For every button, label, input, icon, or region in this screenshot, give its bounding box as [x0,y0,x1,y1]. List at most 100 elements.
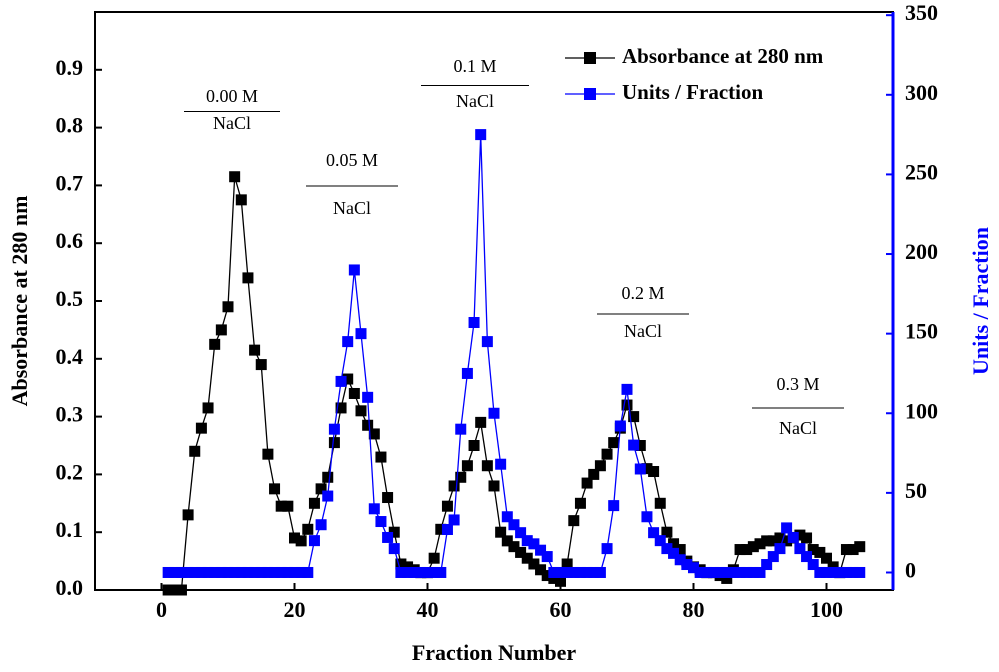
marker [827,561,839,573]
legend-label: Absorbance at 280 nm [622,44,824,68]
marker [767,551,779,563]
marker [488,480,500,492]
marker [754,566,766,578]
marker [209,338,221,350]
marker [302,566,314,578]
marker [215,566,227,578]
marker [774,543,786,555]
marker [282,566,294,578]
marker [415,566,427,578]
marker [734,566,746,578]
marker [215,324,227,336]
marker [461,460,473,472]
marker [295,566,307,578]
marker [541,570,553,582]
marker [342,336,354,348]
marker [382,531,394,543]
marker [461,367,473,379]
y-tick-label: 0.4 [56,344,84,369]
marker [428,566,440,578]
marker [707,566,719,578]
marker [641,511,653,523]
marker [568,515,580,527]
marker [641,463,653,475]
marker [801,532,813,544]
annotation-top: 0.1 M [453,56,496,76]
marker [249,566,261,578]
y-axis-label: Absorbance at 280 nm [7,196,32,407]
series-line [168,134,860,574]
marker [814,546,826,558]
marker [508,541,520,553]
marker [435,523,447,535]
x-tick-label: 40 [417,597,439,622]
marker [255,566,267,578]
marker [422,566,433,578]
marker [242,566,254,578]
marker [688,562,699,574]
marker [375,451,387,463]
marker [555,575,566,587]
marker [275,500,287,512]
marker [475,129,487,141]
marker [594,460,606,472]
marker [555,566,566,578]
marker [568,566,580,578]
marker [608,500,620,512]
marker [847,566,859,578]
marker [355,405,367,417]
marker [701,566,713,578]
x-tick-label: 0 [156,597,167,622]
y-tick-label: 0.5 [56,286,84,311]
annotation-bottom: NaCl [624,321,662,341]
marker [721,572,733,584]
marker [714,566,726,578]
y-tick-label: 0.3 [56,402,84,427]
marker [169,584,181,596]
marker [388,526,400,538]
y-tick-label: 0.9 [56,55,84,80]
y-tick-label: 0.2 [56,459,84,484]
y-tick-label: 0.0 [56,575,84,600]
marker [634,463,646,475]
marker [335,402,347,414]
legend-marker [584,52,596,64]
annotation-bottom: NaCl [213,113,251,133]
marker [541,551,553,563]
legend-label: Units / Fraction [622,80,763,104]
marker [162,566,174,578]
marker [548,566,560,578]
marker [289,566,300,578]
marker [308,497,320,509]
marker [747,541,759,553]
marker [348,264,360,276]
marker [581,477,593,489]
marker [495,526,507,538]
marker [182,509,194,521]
marker [402,566,414,578]
marker [827,566,839,578]
marker [175,566,187,578]
marker [362,419,374,431]
marker [634,440,646,451]
marker [588,566,600,578]
marker [521,535,533,547]
marker [229,566,241,578]
marker [648,466,660,478]
marker [501,511,513,523]
marker [501,535,513,547]
y2-axis-label: Units / Fraction [968,227,993,375]
annotation-bottom: NaCl [456,91,494,111]
marker [574,566,586,578]
marker [468,440,480,451]
marker [787,531,799,543]
marker [475,416,487,428]
annotation-top: 0.2 M [621,283,664,303]
marker [441,500,453,512]
x-tick-label: 20 [284,597,306,622]
marker [847,544,859,556]
marker [289,532,300,544]
x-axis-label: Fraction Number [412,640,577,665]
marker [435,566,447,578]
